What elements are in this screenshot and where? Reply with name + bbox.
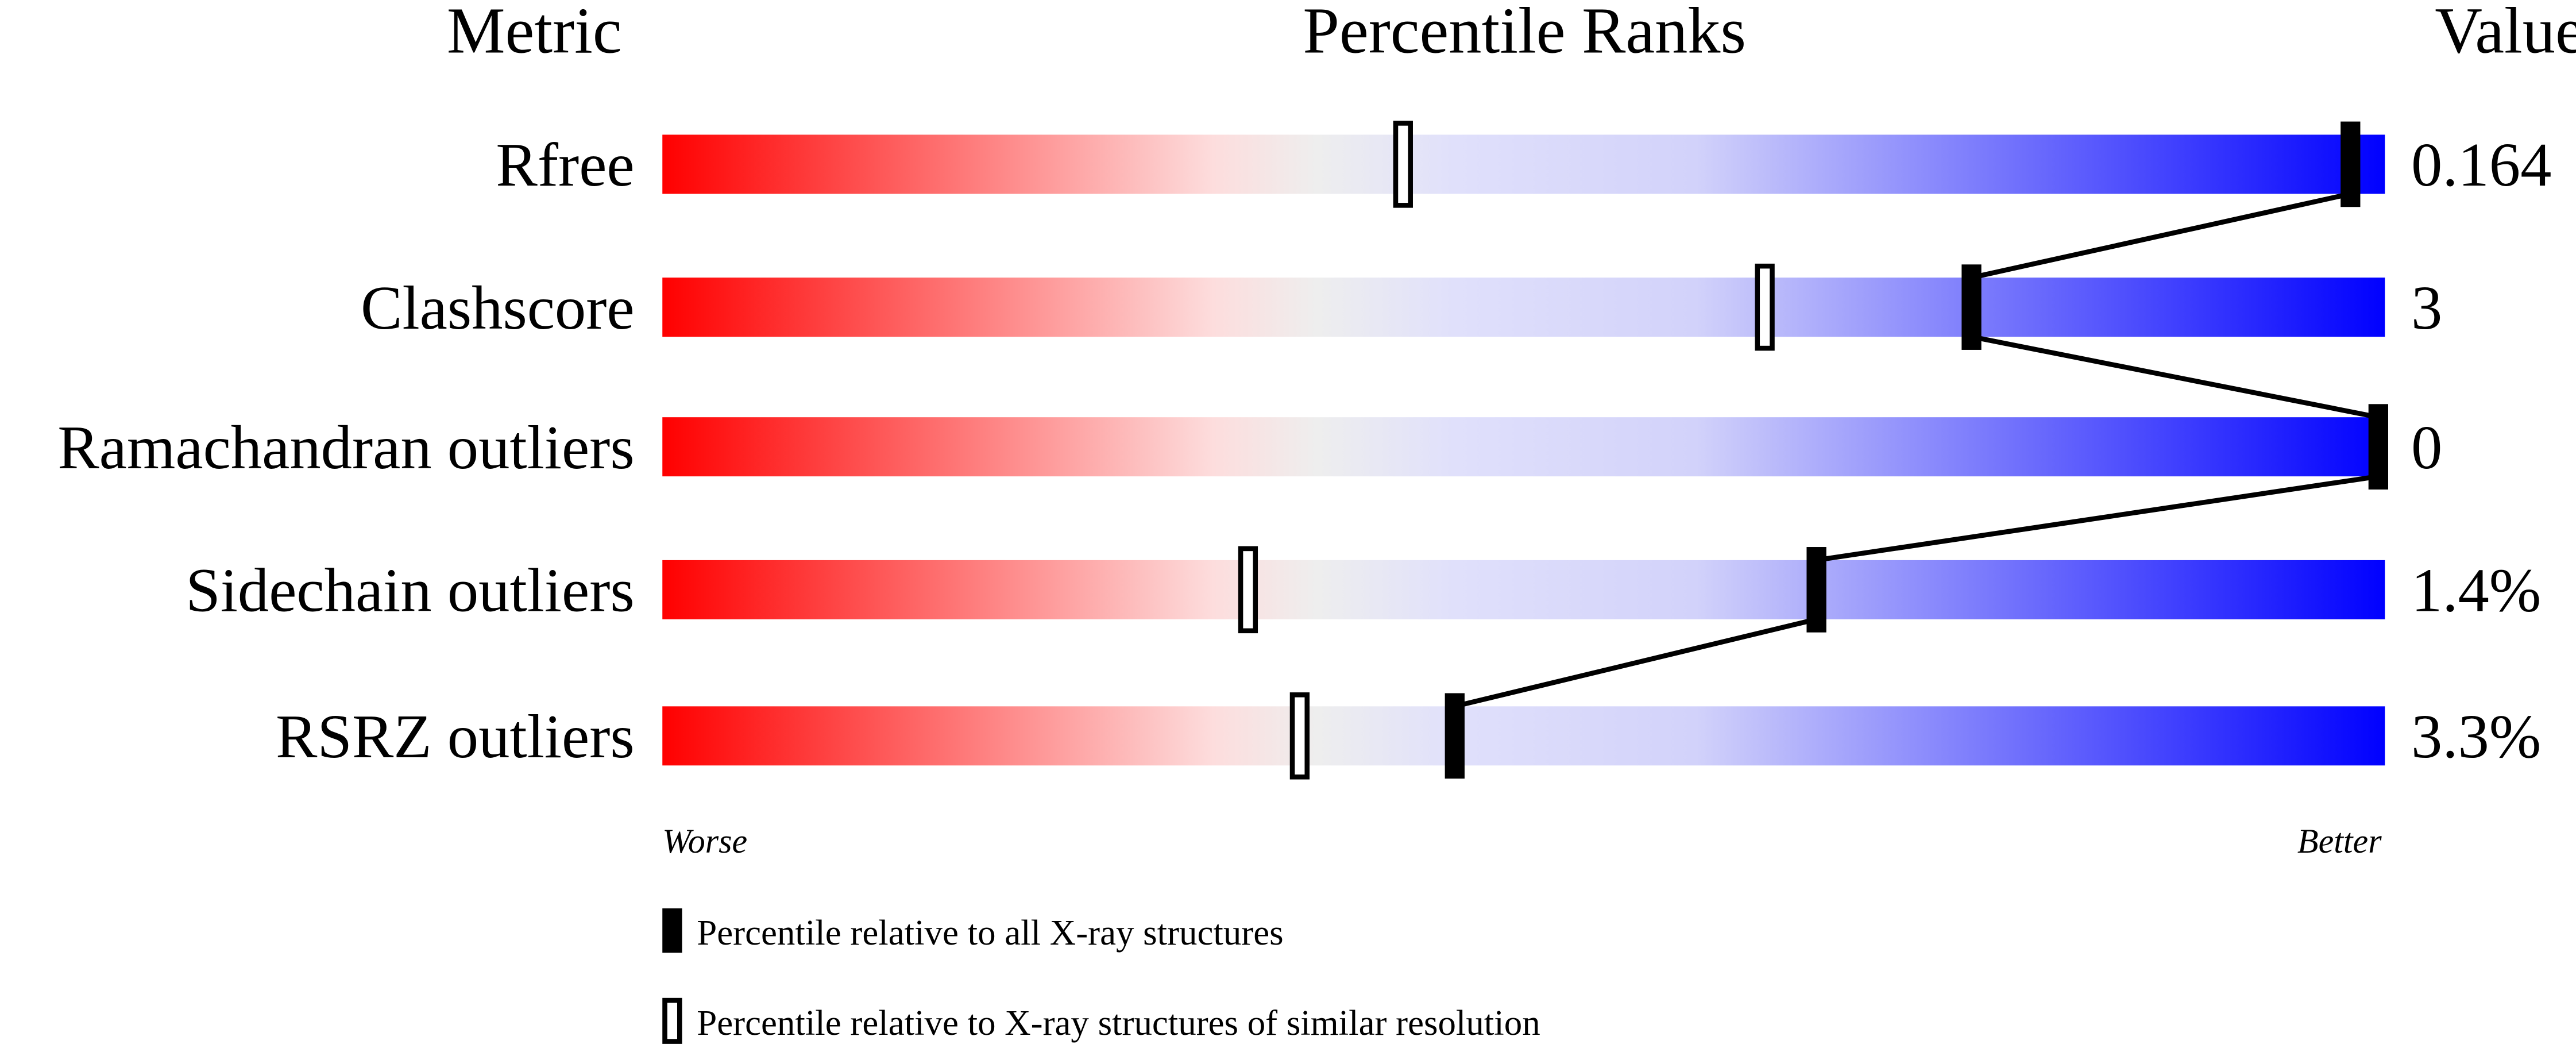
percentile-bar: [662, 134, 2385, 194]
similar-resolution-marker: [1238, 546, 1258, 634]
metric-label: Clashscore: [361, 273, 635, 342]
legend-filled-marker: [662, 908, 682, 953]
header-percentile-ranks: Percentile Ranks: [1303, 0, 1746, 67]
axis-worse-label: Worse: [662, 822, 747, 860]
all-structures-marker: [2368, 404, 2388, 490]
metric-value: 0.164: [2411, 130, 2551, 199]
all-structures-marker: [1961, 264, 1982, 350]
metric-label: Sidechain outliers: [186, 556, 634, 625]
percentile-bar: [662, 278, 2385, 337]
metric-value: 3: [2411, 273, 2442, 342]
legend-filled-label: Percentile relative to all X-ray structu…: [697, 912, 1283, 953]
all-structures-marker: [1445, 693, 1465, 779]
similar-resolution-marker: [1289, 692, 1310, 780]
metric-label: Rfree: [496, 130, 634, 199]
metric-value: 0: [2411, 413, 2442, 482]
similar-resolution-marker: [1755, 263, 1775, 351]
header-value: Value: [2435, 0, 2576, 67]
connector-line: [1816, 473, 2379, 563]
axis-better-label: Better: [2297, 822, 2382, 860]
header-metric: Metric: [447, 0, 622, 67]
connector-line: [1454, 617, 1817, 709]
all-structures-marker: [1806, 547, 1826, 633]
legend-open-marker: [662, 997, 682, 1044]
connector-line: [1971, 191, 2351, 280]
metric-label: Ramachandran outliers: [57, 413, 634, 482]
metric-label: RSRZ outliers: [276, 702, 635, 771]
percentile-bar: [662, 560, 2385, 619]
similar-resolution-marker: [1393, 121, 1413, 208]
metric-value: 3.3%: [2411, 702, 2541, 771]
all-structures-marker: [2341, 121, 2361, 207]
percentile-bar: [662, 706, 2385, 766]
connector-line: [1971, 334, 2379, 420]
percentile-bar: [662, 417, 2385, 477]
metric-value: 1.4%: [2411, 556, 2541, 625]
legend-open-label: Percentile relative to X-ray structures …: [697, 1003, 1540, 1043]
